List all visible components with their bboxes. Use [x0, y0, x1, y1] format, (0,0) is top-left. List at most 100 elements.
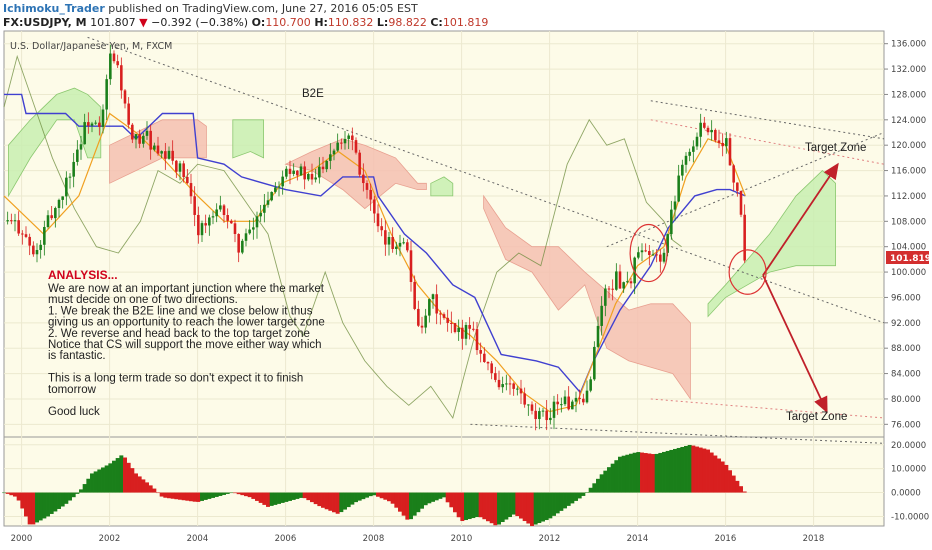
osc-bar — [376, 492, 380, 497]
x-tick-label-6: 2012 — [539, 534, 561, 544]
osc-bar — [537, 492, 542, 524]
candle-body — [596, 325, 600, 347]
osc-bar — [266, 492, 270, 507]
trendline-3 — [650, 100, 885, 140]
osc-bar — [691, 445, 696, 493]
osc-bar — [563, 492, 567, 509]
analysis-line-8: This is a long term trade so don't expec… — [48, 373, 303, 385]
candle-body — [611, 288, 614, 290]
target-zone-top-label: Target Zone — [805, 142, 866, 154]
y-tick-label-11: 92.000 — [891, 319, 921, 329]
osc-bar — [489, 492, 494, 524]
osc-bar — [291, 492, 296, 500]
price-axis[interactable]: 136.000 132.000 128.000 124.000 120.000 116.0… — [884, 40, 929, 523]
target-zone-bottom-label: Target Zone — [786, 411, 847, 423]
osc-bar — [508, 492, 512, 518]
osc-bar — [658, 452, 663, 493]
close-value: 101.819 — [442, 16, 489, 29]
candle-body — [428, 299, 431, 316]
symbol-name: FX:USDJPY, M — [3, 16, 87, 29]
osc-bar — [654, 453, 659, 493]
candle-body — [307, 173, 310, 180]
candle-body — [351, 135, 354, 141]
osc-bar — [148, 485, 153, 493]
high-value: 110.832 — [327, 16, 374, 29]
osc-bar — [724, 464, 729, 493]
osc-bar — [354, 492, 358, 503]
low-value: 98.822 — [388, 16, 427, 29]
candle-body — [365, 183, 369, 190]
osc-bar — [86, 478, 91, 493]
osc-bar — [244, 492, 248, 497]
candle-body — [607, 288, 611, 290]
kumo-bull-1 — [232, 119, 265, 159]
osc-bar — [207, 492, 212, 499]
osc-bar — [31, 492, 36, 525]
close-label: C: — [430, 16, 443, 29]
candle-body — [574, 397, 578, 402]
osc-bar — [284, 492, 289, 502]
candle-body — [200, 223, 204, 236]
osc-bar — [379, 492, 384, 499]
osc-bar — [192, 492, 197, 502]
osc-bar — [662, 451, 666, 493]
candle-body — [439, 313, 442, 315]
candle-body — [395, 246, 398, 250]
x-tick-label-0: 2000 — [11, 534, 33, 544]
publish-info: published on TradingView.com, June 27, 2… — [108, 2, 418, 15]
candle-body — [728, 138, 732, 166]
osc-bar — [618, 456, 622, 493]
osc-bar — [720, 461, 725, 493]
osc-bar — [13, 492, 17, 497]
candle-body — [189, 183, 193, 197]
osc-bar — [431, 492, 435, 502]
osc-bar — [585, 492, 589, 493]
osc-bar — [152, 488, 157, 493]
osc-bar — [262, 492, 267, 505]
osc-bar — [442, 492, 446, 498]
candle-body — [450, 322, 453, 324]
kumo-bear-1 — [284, 138, 427, 210]
osc-bar — [449, 492, 454, 508]
osc-bar — [409, 492, 413, 520]
candle-body — [186, 177, 189, 184]
candle-body — [134, 134, 138, 140]
candle-body — [391, 237, 394, 250]
candle-body — [211, 216, 215, 218]
candle-body — [494, 373, 497, 380]
osc-bar — [2, 492, 6, 494]
candle-body — [303, 166, 306, 180]
candle-body — [497, 379, 501, 388]
time-axis[interactable]: 2000 2002 2004 2006 2008 2010 2012 2014 2016 2018 — [11, 534, 825, 544]
candle-body — [648, 250, 651, 255]
trendline-5 — [650, 398, 885, 419]
candle-body — [101, 109, 105, 127]
candle-body — [241, 240, 244, 253]
osc-bar — [189, 492, 193, 502]
osc-bar — [541, 492, 545, 522]
osc-bar — [735, 480, 740, 493]
publisher-name[interactable]: Ichimoku_Trader — [3, 2, 105, 15]
highlight-circle-0 — [629, 223, 668, 283]
candle-body — [98, 122, 101, 127]
candle-body — [6, 220, 9, 222]
candle-body — [226, 215, 229, 221]
osc-bar — [709, 452, 714, 493]
candle-body — [516, 388, 519, 390]
b2e-label: B2E — [302, 88, 324, 100]
candle-body — [644, 250, 647, 252]
osc-bar — [64, 492, 69, 504]
osc-bar — [544, 492, 549, 521]
candle-body — [552, 401, 556, 418]
osc-bar — [368, 492, 373, 497]
candle-body — [233, 223, 237, 235]
y-tick-label-9: 100.000 — [891, 268, 926, 278]
candle-body — [354, 140, 358, 153]
osc-bar — [365, 492, 369, 498]
candle-body — [717, 140, 721, 143]
osc-bar — [178, 492, 182, 500]
osc-bar — [24, 492, 28, 517]
candle-body — [127, 103, 130, 125]
candle-body — [560, 404, 563, 406]
